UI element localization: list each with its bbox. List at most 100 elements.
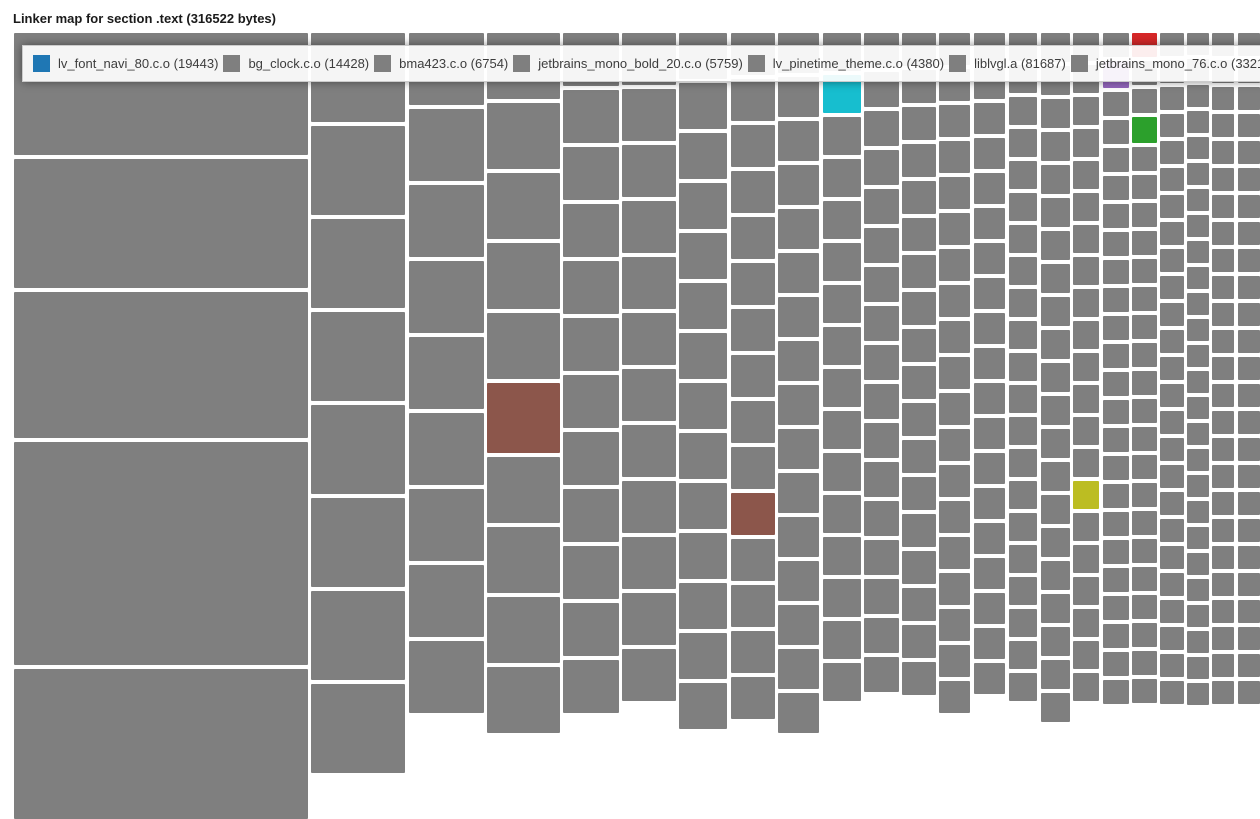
treemap-tile[interactable]: [487, 173, 560, 239]
treemap-tile[interactable]: [1160, 681, 1184, 704]
treemap-tile[interactable]: [1009, 673, 1037, 701]
treemap-tile[interactable]: [1212, 330, 1234, 353]
treemap-tile[interactable]: [778, 253, 819, 293]
treemap-tile[interactable]: [1212, 357, 1234, 380]
treemap-tile[interactable]: [1212, 492, 1234, 515]
treemap-tile[interactable]: [1212, 87, 1234, 110]
treemap-tile[interactable]: [1103, 540, 1129, 564]
treemap-tile[interactable]: [939, 285, 970, 317]
treemap-tile[interactable]: [487, 103, 560, 169]
treemap-tile[interactable]: [1187, 527, 1209, 549]
treemap-tile[interactable]: [1238, 87, 1260, 110]
treemap-tile[interactable]: [1160, 465, 1184, 488]
treemap-tile[interactable]: [1160, 573, 1184, 596]
treemap-tile[interactable]: [563, 261, 619, 314]
treemap-tile[interactable]: [1103, 176, 1129, 200]
treemap-tile[interactable]: [1073, 161, 1099, 189]
treemap-tile[interactable]: [1009, 577, 1037, 605]
treemap-tile[interactable]: [939, 105, 970, 137]
treemap-tile[interactable]: [1238, 492, 1260, 515]
treemap-tile[interactable]: [974, 523, 1005, 554]
treemap-tile[interactable]: [1132, 371, 1157, 395]
treemap-tile[interactable]: [1212, 276, 1234, 299]
treemap-tile[interactable]: [409, 489, 484, 561]
treemap-tile[interactable]: [939, 609, 970, 641]
treemap-tile[interactable]: [563, 603, 619, 656]
treemap-tile[interactable]: [1238, 654, 1260, 677]
treemap-tile[interactable]: [731, 401, 775, 443]
treemap-tile[interactable]: [1041, 363, 1070, 392]
treemap-tile[interactable]: [1212, 654, 1234, 677]
treemap-tile[interactable]: [1187, 345, 1209, 367]
treemap-tile[interactable]: [939, 429, 970, 461]
treemap-tile[interactable]: [679, 333, 727, 379]
treemap-tile[interactable]: [1238, 303, 1260, 326]
treemap-tile[interactable]: [864, 540, 899, 575]
treemap-tile[interactable]: [409, 109, 484, 181]
treemap-tile[interactable]: [939, 249, 970, 281]
treemap-tile[interactable]: [1132, 511, 1157, 535]
treemap-tile[interactable]: [487, 457, 560, 523]
treemap-tile[interactable]: [1238, 573, 1260, 596]
treemap-tile[interactable]: [864, 345, 899, 380]
treemap-tile[interactable]: [1238, 168, 1260, 191]
treemap-tile[interactable]: [1212, 249, 1234, 272]
treemap-tile[interactable]: [1132, 595, 1157, 619]
treemap-tile[interactable]: [679, 533, 727, 579]
treemap-tile[interactable]: [731, 447, 775, 489]
treemap-tile[interactable]: [864, 306, 899, 341]
treemap-tile[interactable]: [1238, 222, 1260, 245]
treemap-tile[interactable]: [622, 89, 676, 141]
treemap-tile[interactable]: [1009, 641, 1037, 669]
treemap-tile[interactable]: [1103, 428, 1129, 452]
treemap-tile[interactable]: [311, 219, 405, 308]
treemap-tile[interactable]: [1103, 568, 1129, 592]
treemap-tile[interactable]: [864, 267, 899, 302]
treemap-tile[interactable]: [1132, 679, 1157, 703]
treemap-tile[interactable]: [778, 517, 819, 557]
treemap-tile[interactable]: [1009, 513, 1037, 541]
treemap-tile[interactable]: [679, 183, 727, 229]
treemap-tile[interactable]: [902, 366, 936, 399]
treemap-tile[interactable]: [939, 177, 970, 209]
treemap-tile[interactable]: [409, 337, 484, 409]
treemap-tile[interactable]: [1187, 657, 1209, 679]
treemap-tile[interactable]: [622, 593, 676, 645]
treemap-tile[interactable]: [1103, 92, 1129, 116]
treemap-tile[interactable]: [1041, 594, 1070, 623]
treemap-tile[interactable]: [1041, 297, 1070, 326]
treemap-tile[interactable]: [864, 189, 899, 224]
treemap-tile[interactable]: [1009, 609, 1037, 637]
treemap-tile[interactable]: [1160, 600, 1184, 623]
treemap-tile[interactable]: [864, 657, 899, 692]
treemap-tile[interactable]: [974, 173, 1005, 204]
treemap-tile[interactable]: [1212, 141, 1234, 164]
treemap-tile[interactable]: [823, 117, 861, 155]
treemap-tile[interactable]: [487, 243, 560, 309]
treemap-tile[interactable]: [1187, 449, 1209, 471]
treemap-tile[interactable]: [1103, 344, 1129, 368]
treemap-tile[interactable]: [1103, 652, 1129, 676]
treemap-tile[interactable]: [902, 144, 936, 177]
treemap-tile[interactable]: [1187, 553, 1209, 575]
treemap-tile[interactable]: [1103, 204, 1129, 228]
treemap-tile[interactable]: [939, 213, 970, 245]
treemap-tile[interactable]: [1132, 175, 1157, 199]
treemap-tile[interactable]: [1009, 417, 1037, 445]
treemap-tile[interactable]: [1132, 147, 1157, 171]
treemap-tile[interactable]: [1041, 561, 1070, 590]
treemap-tile[interactable]: [1238, 600, 1260, 623]
treemap-tile[interactable]: [823, 537, 861, 575]
treemap-tile[interactable]: [778, 341, 819, 381]
treemap-tile[interactable]: [1073, 481, 1099, 509]
treemap-tile[interactable]: [1160, 654, 1184, 677]
treemap-tile[interactable]: [1103, 372, 1129, 396]
treemap-tile[interactable]: [1103, 596, 1129, 620]
treemap-tile[interactable]: [622, 537, 676, 589]
treemap-tile[interactable]: [1132, 315, 1157, 339]
treemap-tile[interactable]: [1103, 260, 1129, 284]
treemap-tile[interactable]: [864, 228, 899, 263]
treemap-tile[interactable]: [1160, 141, 1184, 164]
treemap-tile[interactable]: [823, 159, 861, 197]
treemap-tile[interactable]: [1041, 495, 1070, 524]
